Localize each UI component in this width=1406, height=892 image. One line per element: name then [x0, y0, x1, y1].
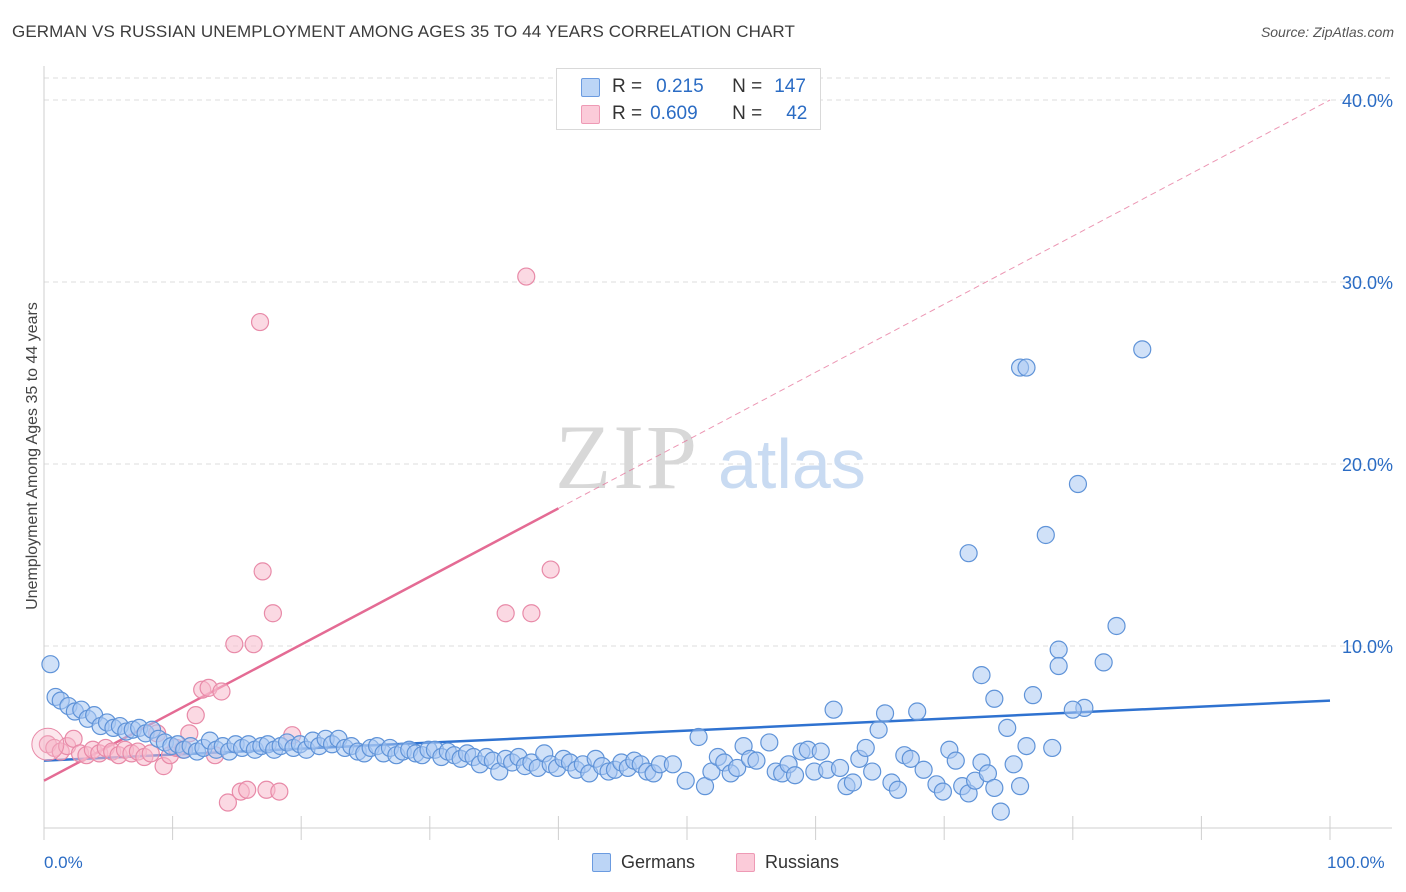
germans-point: [998, 718, 1017, 738]
germans-point: [747, 751, 766, 770]
russians-point: [270, 782, 289, 801]
russians-point: [238, 780, 257, 799]
germans-point: [908, 702, 927, 721]
watermark: ZIP atlas: [555, 406, 866, 508]
series-germans: [41, 340, 1152, 821]
germans-point: [1068, 474, 1088, 494]
russians-point: [141, 744, 160, 763]
watermark-zip: ZIP: [555, 406, 699, 508]
germans-point: [901, 749, 920, 768]
russians-point-cluster: [31, 727, 65, 761]
germans-point: [972, 666, 991, 685]
germans-point: [914, 760, 933, 779]
legend-row-germans: R = 0.215 N = 147: [581, 74, 806, 100]
russians-point: [253, 562, 272, 581]
legend-row-russians: R = 0.609 N = 42: [581, 101, 807, 127]
bottom-russians-swatch: [736, 853, 755, 872]
germans-swatch: [581, 77, 600, 97]
y-tick-labels: 10.0% 20.0% 30.0% 40.0%: [1342, 91, 1393, 657]
germans-point: [856, 738, 875, 758]
germans-point: [1063, 700, 1082, 719]
germans-r-value: 0.215: [656, 76, 704, 97]
russians-swatch: [581, 104, 600, 124]
y-tick-label: 20.0%: [1342, 455, 1393, 475]
germans-point: [1094, 653, 1113, 672]
watermark-atlas: atlas: [718, 425, 866, 503]
germans-point: [869, 720, 888, 739]
germans-n-value: 147: [774, 76, 806, 97]
germans-point: [1043, 738, 1062, 758]
germans-point: [1049, 656, 1068, 676]
y-tick-label: 40.0%: [1342, 91, 1393, 111]
germans-r-label: R =: [612, 76, 643, 97]
germans-n-label: N =: [732, 76, 763, 97]
russians-point: [263, 604, 283, 623]
bottom-legend-germans: Germans: [592, 852, 695, 873]
axes: [43, 66, 1392, 840]
chart-source: Source: ZipAtlas.com: [1260, 24, 1394, 40]
russians-r-value: 0.609: [650, 103, 698, 124]
russians-point: [212, 682, 231, 701]
russians-point: [250, 312, 270, 332]
germans-point: [824, 700, 843, 719]
bottom-germans-swatch: [592, 853, 611, 872]
russians-point: [218, 793, 237, 812]
germans-point: [991, 802, 1010, 821]
germans-point: [1017, 358, 1036, 377]
germans-point: [663, 755, 682, 774]
germans-point: [676, 771, 695, 790]
russians-point: [225, 635, 244, 654]
germans-point: [959, 544, 978, 563]
germans-point: [888, 780, 908, 799]
germans-point: [1017, 736, 1036, 756]
y-axis-label: Unemployment Among Ages 35 to 44 years: [24, 302, 41, 610]
russians-point: [186, 706, 205, 725]
y-tick-label: 30.0%: [1342, 273, 1393, 293]
bottom-russians-label: Russians: [765, 852, 840, 872]
germans-point: [1049, 640, 1068, 659]
trend-lines: [43, 99, 1331, 782]
x-tick-label-min: 0.0%: [44, 853, 83, 872]
russians-point: [496, 604, 515, 623]
germans-point: [785, 766, 805, 785]
germans-point: [41, 655, 60, 674]
russians-point: [522, 604, 541, 623]
germans-point: [1023, 686, 1043, 705]
germans-point: [1133, 340, 1152, 359]
germans-point: [843, 773, 862, 792]
correlation-legend: R = 0.215 N = 147 R = 0.609 N = 42: [556, 68, 821, 130]
germans-point: [1107, 616, 1126, 636]
bottom-legend-russians: Russians: [736, 852, 839, 873]
x-tick-label-max: 100.0%: [1327, 853, 1385, 872]
germans-point: [985, 689, 1004, 708]
series-russians: [31, 267, 560, 812]
russians-trend-extension: [558, 99, 1331, 509]
germans-point: [863, 762, 882, 781]
y-tick-label: 10.0%: [1342, 637, 1393, 657]
russians-point: [541, 560, 560, 579]
russians-point: [244, 635, 263, 654]
germans-point: [946, 751, 965, 770]
germans-point: [760, 733, 779, 752]
bottom-germans-label: Germans: [621, 852, 696, 872]
germans-point: [728, 758, 747, 778]
germans-point: [933, 782, 953, 801]
germans-point: [689, 727, 708, 747]
germans-point: [830, 758, 850, 778]
russians-point: [517, 267, 536, 286]
germans-point: [811, 742, 830, 761]
grid-lines: [44, 77, 1392, 647]
germans-point: [985, 778, 1004, 798]
chart-title: GERMAN VS RUSSIAN UNEMPLOYMENT AMONG AGE…: [12, 22, 795, 41]
russians-r-label: R =: [612, 103, 643, 124]
germans-point: [1004, 755, 1023, 774]
russians-n-label: N =: [732, 103, 763, 124]
germans-point: [1010, 777, 1030, 796]
germans-point: [1036, 525, 1055, 545]
germans-point: [875, 704, 895, 723]
russians-n-value: 42: [786, 103, 808, 124]
